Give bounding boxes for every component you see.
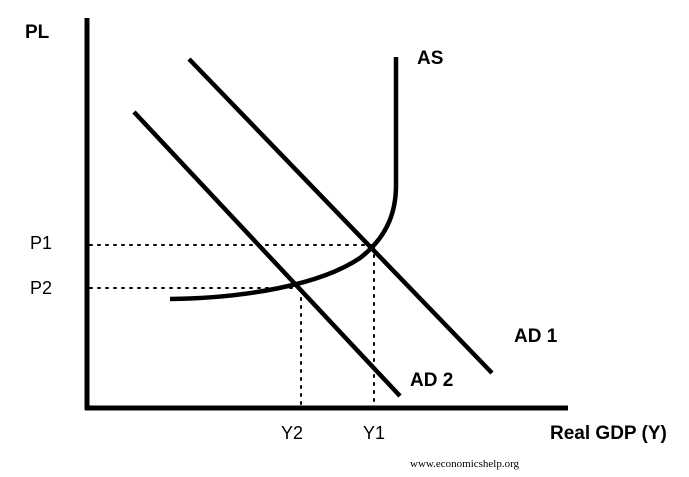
- y1-label: Y1: [363, 423, 385, 443]
- y2-label: Y2: [281, 423, 303, 443]
- ad2-label: AD 2: [410, 370, 453, 391]
- as-label: AS: [417, 48, 443, 69]
- as-curve: [169, 57, 399, 302]
- ad2-curve: [132, 110, 402, 398]
- ad1-curve: [187, 57, 494, 375]
- p1-label: P1: [30, 233, 52, 253]
- ad1-label: AD 1: [514, 326, 558, 347]
- y-axis-label: PL: [25, 22, 50, 43]
- credit-text: www.economicshelp.org: [410, 458, 520, 470]
- x-axis-label: Real GDP (Y): [550, 423, 667, 444]
- p2-label: P2: [30, 278, 52, 298]
